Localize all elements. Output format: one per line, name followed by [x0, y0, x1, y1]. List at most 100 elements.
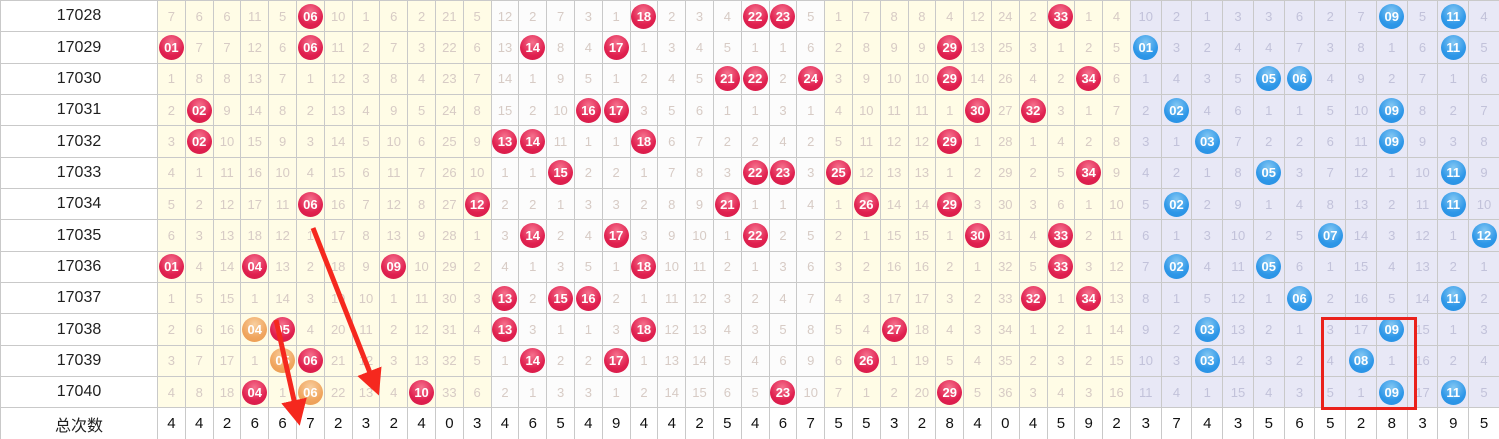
front-zone-cell: 9: [686, 189, 714, 221]
miss-count: 9: [890, 40, 898, 56]
front-zone-cell: 2: [1075, 220, 1104, 252]
front-zone-cell: 1: [519, 157, 548, 190]
front-zone-cell: 5: [1047, 157, 1076, 190]
front-zone-cell: 2: [547, 345, 575, 378]
front-zone-cell: 30: [435, 283, 464, 315]
back-zone-cell: 4: [1192, 251, 1224, 284]
miss-count: 1: [862, 228, 870, 244]
total-count: 2: [917, 415, 927, 433]
front-zone-cell: 1: [296, 63, 325, 96]
front-zone-cell: 11: [852, 126, 881, 158]
front-zone-cell: 3: [686, 1, 714, 33]
front-zone-cell: 9: [880, 32, 909, 64]
miss-count: 7: [1234, 134, 1242, 150]
total-count: 2: [1112, 415, 1121, 433]
miss-count: 11: [275, 196, 290, 212]
front-zone-cell: 1: [463, 220, 492, 252]
back-zone-cell: 3: [1284, 377, 1316, 409]
red-ball: 02: [186, 129, 212, 155]
miss-count: 1: [751, 102, 759, 118]
back-zone-cell: 4: [1315, 345, 1347, 378]
front-zone-cell: 4: [964, 345, 992, 378]
miss-count: 1: [1357, 384, 1365, 400]
front-zone-cell: 10: [324, 1, 353, 33]
miss-count: 7: [1480, 102, 1488, 118]
miss-count: 16: [1109, 384, 1124, 400]
back-zone-cell: 3: [1130, 126, 1162, 158]
blue-ball: 09: [1379, 97, 1405, 123]
blue-ball: 03: [1194, 129, 1220, 155]
front-zone-cell: 18: [630, 126, 659, 158]
miss-count: 2: [1203, 196, 1211, 212]
front-zone-cell: 8: [1103, 126, 1131, 158]
front-zone-cell: 3: [185, 220, 214, 252]
total-count: 3: [1141, 415, 1150, 433]
front-zone-cell: 1: [352, 1, 381, 33]
front-zone-cell: 29: [936, 32, 965, 64]
front-total-cell: 3: [463, 408, 492, 439]
total-count: 4: [584, 415, 593, 433]
miss-count: 4: [668, 71, 676, 87]
front-zone-cell: 2: [491, 377, 520, 409]
miss-count: 6: [834, 353, 843, 369]
miss-count: 2: [529, 8, 537, 24]
red-ball: 33: [1048, 254, 1074, 280]
miss-count: 12: [275, 228, 290, 244]
miss-count: 27: [442, 196, 457, 212]
miss-count: 1: [306, 228, 314, 244]
front-zone-cell: 8: [185, 63, 214, 96]
back-zone-cell: 7: [1346, 1, 1377, 33]
miss-count: 5: [779, 322, 787, 338]
back-zone-cell: 4: [1376, 251, 1408, 284]
miss-count: 6: [723, 384, 731, 400]
front-zone-cell: 14: [324, 126, 353, 158]
front-zone-cell: 1: [741, 251, 770, 284]
miss-count: 1: [1388, 40, 1396, 56]
back-zone-cell: 1: [1161, 220, 1193, 252]
back-zone-cell: 1: [1161, 283, 1193, 315]
front-zone-cell: 10: [658, 251, 687, 284]
miss-count: 3: [362, 71, 370, 87]
total-count: 2: [334, 415, 343, 433]
miss-count: 3: [834, 71, 843, 87]
total-count: 0: [1001, 415, 1010, 433]
miss-count: 4: [1057, 134, 1065, 150]
front-zone-cell: 2: [630, 63, 659, 96]
miss-count: 4: [695, 40, 704, 56]
blue-ball: 11: [1440, 191, 1466, 217]
miss-count: 13: [886, 165, 902, 181]
front-zone-cell: 6: [1103, 63, 1131, 96]
front-zone-cell: 6: [1047, 189, 1076, 221]
front-zone-cell: 30: [964, 220, 992, 252]
miss-count: 10: [859, 102, 874, 118]
red-ball: 34: [1076, 285, 1102, 311]
miss-count: 1: [946, 102, 954, 118]
back-zone-cell: 5: [1284, 220, 1316, 252]
miss-count: 11: [1231, 259, 1245, 275]
front-zone-cell: 14: [1103, 314, 1131, 346]
front-zone-cell: 21: [435, 1, 464, 33]
miss-count: 3: [556, 259, 565, 275]
back-zone-cell: 11: [1438, 189, 1470, 221]
back-zone-cell: 4: [1223, 32, 1254, 64]
miss-count: 17: [886, 290, 902, 306]
red-ball: 27: [881, 317, 907, 343]
back-zone-cell: 12: [1407, 220, 1439, 252]
front-zone-cell: 4: [713, 314, 742, 346]
total-count: 4: [195, 415, 204, 433]
back-zone-cell: 5: [1376, 283, 1408, 315]
front-zone-cell: 29: [991, 157, 1020, 190]
miss-count: 8: [668, 196, 676, 212]
front-zone-cell: 5: [713, 32, 742, 64]
front-zone-cell: 5: [574, 251, 603, 284]
total-count: 6: [278, 415, 287, 433]
miss-count: 2: [1085, 228, 1093, 244]
back-zone-cell: 2: [1253, 220, 1285, 252]
front-zone-cell: 22: [741, 1, 770, 33]
back-zone-cell: 12: [1223, 283, 1254, 315]
miss-count: 15: [1353, 259, 1369, 275]
front-zone-cell: 9: [352, 251, 381, 284]
back-zone-cell: 5: [1315, 95, 1347, 127]
miss-count: 19: [914, 353, 930, 369]
